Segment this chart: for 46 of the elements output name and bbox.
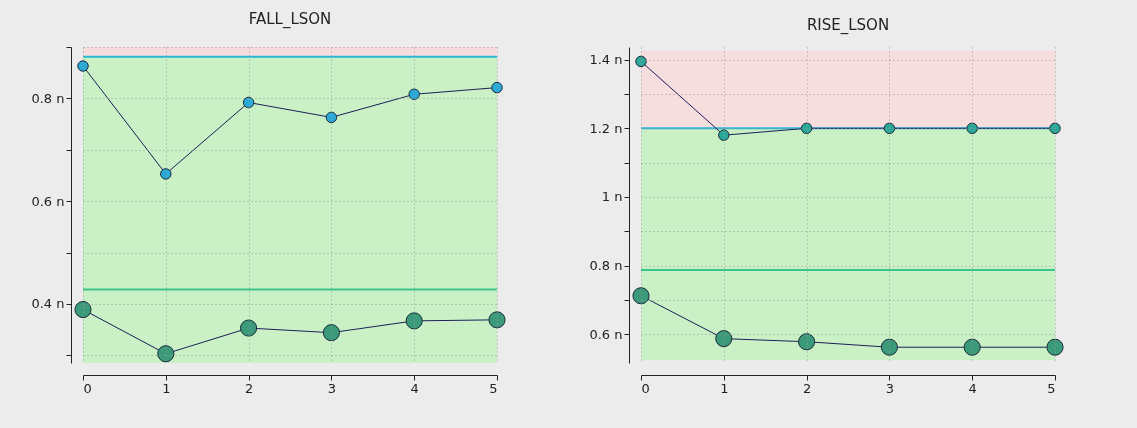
point (800, 122, 813, 135)
point (77, 60, 89, 72)
y-tick-label: 0.6 n (589, 326, 623, 342)
x-tick-label: 5 (1047, 380, 1056, 396)
y-tick-label: 0.4 n (31, 296, 65, 312)
x-tick-label: 0 (83, 380, 92, 396)
point (883, 122, 896, 135)
point (798, 333, 816, 351)
y-tick-label: 1.4 n (589, 52, 623, 68)
point (715, 330, 733, 348)
point (880, 338, 898, 356)
x-tick-label: 2 (802, 380, 812, 396)
point (157, 345, 175, 363)
point (1049, 122, 1061, 135)
x-tick-label: 2 (244, 380, 254, 396)
x-tick-label: 4 (968, 380, 977, 396)
point (74, 301, 92, 319)
point (405, 312, 423, 330)
point (242, 96, 255, 109)
point (491, 81, 503, 94)
point (718, 129, 730, 141)
point (325, 111, 338, 124)
x-tick-label: 0 (641, 380, 650, 396)
point (635, 55, 647, 68)
y-tick-label: 1 n (601, 189, 623, 205)
x-tick-label: 3 (885, 380, 895, 396)
point (632, 287, 650, 305)
x-tick-label: 3 (327, 380, 337, 396)
point (488, 311, 506, 329)
chart-title: FALL_LSON (248, 10, 332, 29)
point (240, 319, 258, 337)
point (322, 324, 340, 342)
x-tick-label: 5 (489, 380, 498, 396)
point (966, 122, 978, 135)
point (963, 338, 981, 356)
y-tick-label: 1.2 n (589, 120, 623, 136)
point (408, 88, 420, 101)
chart-title: RISE_LSON (806, 16, 890, 35)
y-tick-label: 0.6 n (31, 193, 65, 209)
x-tick-label: 4 (410, 380, 419, 396)
y-tick-label: 0.8 n (31, 90, 65, 106)
x-tick-label: 1 (162, 380, 171, 396)
y-tick-label: 0.8 n (589, 258, 623, 274)
x-tick-label: 1 (720, 380, 729, 396)
point (1046, 338, 1064, 356)
point (160, 168, 172, 180)
